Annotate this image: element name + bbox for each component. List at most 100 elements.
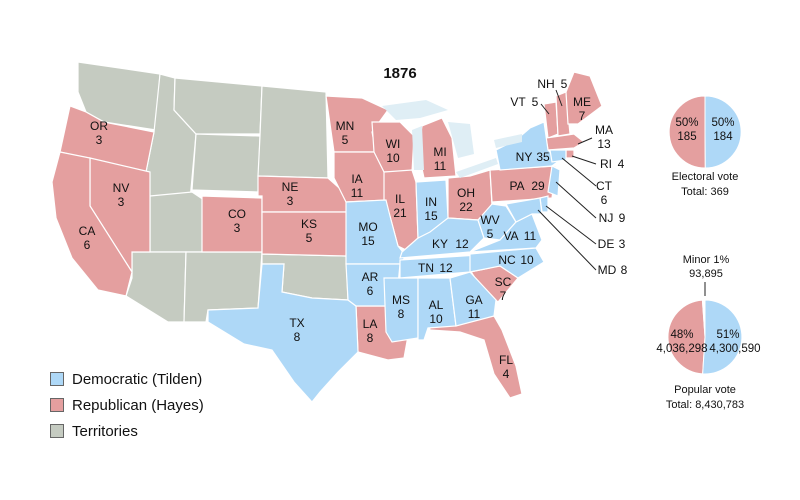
state-value-ky: 12 [455,237,469,251]
state-shape-co [201,195,263,253]
leader-vt [540,103,550,115]
state-label-md: MD [598,263,617,277]
state-label-nh: NH [537,77,554,91]
lake-superior [382,100,448,120]
popular-vote-pie: Minor 1% 93,895 48% 4,036,298 51% 4,300,… [656,254,760,411]
state-label-in: IN 15 [424,195,438,223]
state-shape-ct [549,149,567,163]
republican-states-layer [51,71,603,399]
legend-swatch-territories [50,424,64,438]
popular-pie-republican-pct: 48% [670,329,693,341]
popular-pie-caption: Popular vote [674,384,736,396]
state-shape-nc [469,247,545,279]
territory-arizona [125,251,187,323]
state-shape-fl [427,315,523,399]
state-label-or: OR 3 [90,119,108,147]
state-label-ri: RI [600,157,612,171]
democratic-states-layer [207,121,567,403]
state-label-ma: MA 13 [595,123,613,151]
legend-item-republican: Republican (Hayes) [50,392,204,418]
popular-pie-minor-label: Minor 1% [683,254,730,266]
state-value-nc: 10 [520,253,534,267]
state-labels: OR 3 NV 3 CA 6 CO 3 NE 3 KS 5 MN 5 IA 11 WI 10 IL… [79,77,628,381]
leader-nj [555,181,597,219]
state-shape-in [415,179,449,239]
state-label-mi: MI 11 [433,145,446,173]
state-label-me: ME 7 [573,95,591,123]
leader-lines [537,89,597,271]
state-label-ar: AR 6 [362,270,379,298]
state-shape-ca [51,151,133,297]
leader-ri [571,155,597,165]
state-shape-ga [449,271,497,327]
state-label-co: CO 3 [228,207,246,235]
state-shape-ne [257,175,349,213]
leader-md [537,209,597,271]
state-value-nh: 5 [561,77,568,91]
state-shape-ri [565,149,575,159]
state-label-ne: NE 3 [282,180,299,208]
lake-huron [448,122,474,158]
territory-wyoming [191,133,261,193]
state-value-pa: 29 [531,179,545,193]
popular-pie-republican-value: 4,036,298 [656,343,707,355]
state-value-vt: 5 [532,95,539,109]
state-label-fl: FL 4 [499,353,513,381]
legend-item-territories: Territories [50,418,204,444]
electoral-pie-democratic-value: 184 [713,131,733,143]
leader-ct [561,157,597,187]
state-shape-me [565,71,603,125]
electoral-vote-pie: 50% 185 50% 184 Electoral vote Total: 36… [668,95,742,198]
electoral-pie-democratic-pct: 50% [711,117,734,129]
state-value-ny: 35 [536,150,550,164]
popular-pie-minor-value: 93,895 [689,268,723,280]
leader-nh [555,89,563,107]
territory-dakota [257,85,329,179]
state-label-mn: MN 5 [336,119,355,147]
state-label-ca: CA 6 [79,224,96,252]
leader-de [545,205,597,245]
state-value-ri: 4 [618,157,625,171]
state-label-ky: KY [432,237,448,251]
state-label-sc: SC 7 [495,275,512,303]
popular-pie-democratic-value: 4,300,590 [709,343,760,355]
state-label-ct: CT 6 [596,179,613,207]
state-label-ny: NY [516,150,533,164]
state-label-ga: GA 11 [465,293,482,321]
state-label-oh: OH 22 [457,186,475,214]
state-label-wv: WV 5 [480,213,499,241]
state-label-ia: IA 11 [351,172,364,200]
state-label-ks: KS 5 [301,217,317,245]
legend-swatch-democratic [50,372,64,386]
state-label-pa: PA [509,179,524,193]
electoral-pie-republican-value: 185 [677,131,696,143]
great-lakes [382,100,522,178]
state-label-nc: NC [498,253,516,267]
map-title: 1876 [383,65,416,82]
popular-pie-democratic-slice [702,299,743,375]
electoral-pie-democratic-slice [704,95,742,169]
legend-label-republican: Republican (Hayes) [72,396,204,414]
electoral-pie-republican-pct: 50% [675,117,698,129]
state-label-al: AL 10 [429,298,444,326]
popular-pie-republican-slice [667,299,706,375]
state-value-md: 8 [621,263,628,277]
state-label-tn: TN [418,261,434,275]
state-label-mo: MO 15 [358,220,377,248]
territory-utah [149,191,205,253]
state-label-tx: TX 8 [289,316,304,344]
territory-montana [173,77,263,135]
state-label-nv: NV 3 [113,181,130,209]
lake-michigan [412,126,424,170]
popular-pie-minor-slice [701,299,706,338]
legend-swatch-republican [50,398,64,412]
state-label-ms: MS 8 [392,293,410,321]
state-label-va: VA [503,229,518,243]
legend-label-territories: Territories [72,422,138,440]
lake-ontario [494,134,522,148]
legend-label-democratic: Democratic (Tilden) [72,370,203,388]
map-legend: Democratic (Tilden) Republican (Hayes) T… [50,366,204,444]
state-shape-ms [383,277,419,343]
state-shape-nj [547,165,561,197]
